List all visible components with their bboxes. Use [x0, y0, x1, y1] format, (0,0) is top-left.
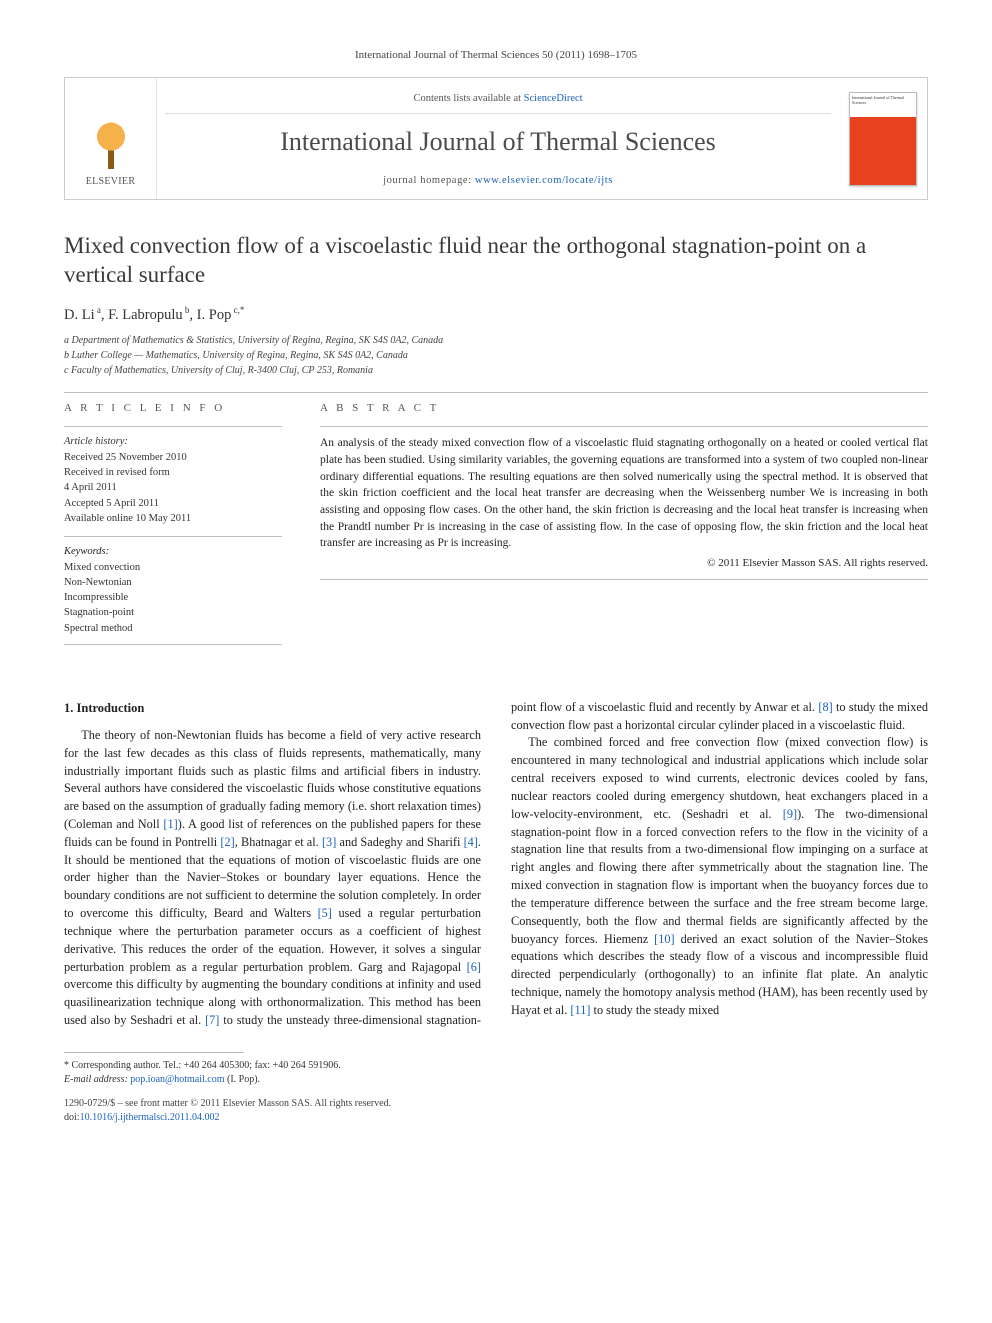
divider: [320, 579, 928, 580]
ref-link[interactable]: [8]: [818, 700, 832, 714]
abstract-block: A B S T R A C T An analysis of the stead…: [320, 401, 928, 636]
history-label: Article history:: [64, 435, 282, 450]
keyword: Mixed convection: [64, 560, 282, 575]
body-text: , Bhatnagar et al.: [235, 835, 322, 849]
body-text: overcome this difficulty by augmenting t…: [64, 977, 437, 991]
publisher-block: ELSEVIER: [65, 78, 157, 199]
divider: [64, 536, 282, 537]
journal-name: International Journal of Thermal Science…: [165, 124, 831, 160]
keyword: Spectral method: [64, 621, 282, 636]
keyword: Stagnation-point: [64, 605, 282, 620]
cover-thumb-container: International Journal of Thermal Science…: [839, 78, 927, 199]
front-matter: 1290-0729/$ – see front matter © 2011 El…: [64, 1097, 928, 1111]
info-row: A R T I C L E I N F O Article history: R…: [64, 401, 928, 636]
ref-link[interactable]: [6]: [467, 960, 481, 974]
footnote-rule: [64, 1052, 244, 1053]
ref-link[interactable]: [3]: [322, 835, 336, 849]
history-line: Received in revised form: [64, 465, 282, 480]
doi-line: doi:10.1016/j.ijthermalsci.2011.04.002: [64, 1111, 928, 1125]
body-text: to study the steady mixed: [590, 1003, 719, 1017]
affiliations: a Department of Mathematics & Statistics…: [64, 333, 928, 378]
section-heading: 1. Introduction: [64, 699, 481, 717]
email-who: (I. Pop).: [225, 1074, 261, 1085]
email-link[interactable]: pop.ioan@hotmail.com: [130, 1074, 224, 1085]
article-title: Mixed convection flow of a viscoelastic …: [64, 232, 928, 290]
doi-label: doi:: [64, 1112, 80, 1123]
history-line: 4 April 2011: [64, 480, 282, 495]
affil-c: c Faculty of Mathematics, University of …: [64, 363, 928, 378]
home-prefix: journal homepage:: [383, 175, 475, 186]
history-line: Available online 10 May 2011: [64, 511, 282, 526]
contents-line: Contents lists available at ScienceDirec…: [165, 92, 831, 114]
ref-link[interactable]: [7]: [205, 1013, 219, 1027]
contents-prefix: Contents lists available at: [413, 93, 523, 104]
body-text: The theory of non-Newtonian fluids has b…: [64, 728, 481, 831]
ref-link[interactable]: [10]: [654, 932, 675, 946]
doi-link[interactable]: 10.1016/j.ijthermalsci.2011.04.002: [80, 1112, 220, 1123]
ref-link[interactable]: [2]: [220, 835, 234, 849]
article-info-head: A R T I C L E I N F O: [64, 401, 282, 416]
abstract-head: A B S T R A C T: [320, 401, 928, 416]
ref-link[interactable]: [11]: [570, 1003, 590, 1017]
title-block: Mixed convection flow of a viscoelastic …: [64, 232, 928, 378]
affil-b: b Luther College — Mathematics, Universi…: [64, 348, 928, 363]
email-label: E-mail address:: [64, 1074, 130, 1085]
article-info: A R T I C L E I N F O Article history: R…: [64, 401, 282, 636]
keywords-label: Keywords:: [64, 545, 282, 560]
divider: [64, 392, 928, 393]
ref-link[interactable]: [5]: [318, 906, 332, 920]
paragraph: The combined forced and free convection …: [511, 734, 928, 1019]
history-line: Received 25 November 2010: [64, 450, 282, 465]
elsevier-tree-icon: [83, 113, 139, 169]
body-text: and Sadeghy and Sharifi: [336, 835, 463, 849]
body-columns: 1. Introduction The theory of non-Newton…: [64, 699, 928, 1030]
masthead-center: Contents lists available at ScienceDirec…: [157, 78, 839, 199]
history-line: Accepted 5 April 2011: [64, 496, 282, 511]
divider: [64, 426, 282, 427]
publisher-name: ELSEVIER: [86, 175, 136, 189]
journal-home-link[interactable]: www.elsevier.com/locate/ijts: [475, 175, 613, 186]
journal-home: journal homepage: www.elsevier.com/locat…: [165, 174, 831, 189]
keyword: Non-Newtonian: [64, 575, 282, 590]
sciencedirect-link[interactable]: ScienceDirect: [524, 93, 583, 104]
running-head: International Journal of Thermal Science…: [64, 48, 928, 63]
copyright: © 2011 Elsevier Masson SAS. All rights r…: [320, 556, 928, 571]
email-footnote: E-mail address: pop.ioan@hotmail.com (I.…: [64, 1073, 928, 1087]
ref-link[interactable]: [1]: [163, 817, 177, 831]
journal-masthead: ELSEVIER Contents lists available at Sci…: [64, 77, 928, 200]
affil-a: a Department of Mathematics & Statistics…: [64, 333, 928, 348]
ref-link[interactable]: [9]: [783, 807, 797, 821]
ref-link[interactable]: [4]: [464, 835, 478, 849]
abstract-text: An analysis of the steady mixed convecti…: [320, 435, 928, 552]
corresponding-footnote: * Corresponding author. Tel.: +40 264 40…: [64, 1059, 928, 1073]
journal-cover-thumb: International Journal of Thermal Science…: [849, 92, 917, 186]
divider: [320, 426, 928, 427]
body-text: ). The two-dimensional stagnation-point …: [511, 807, 928, 946]
authors: D. Li a, F. Labropulu b, I. Pop c,*: [64, 304, 928, 325]
keyword: Incompressible: [64, 590, 282, 605]
